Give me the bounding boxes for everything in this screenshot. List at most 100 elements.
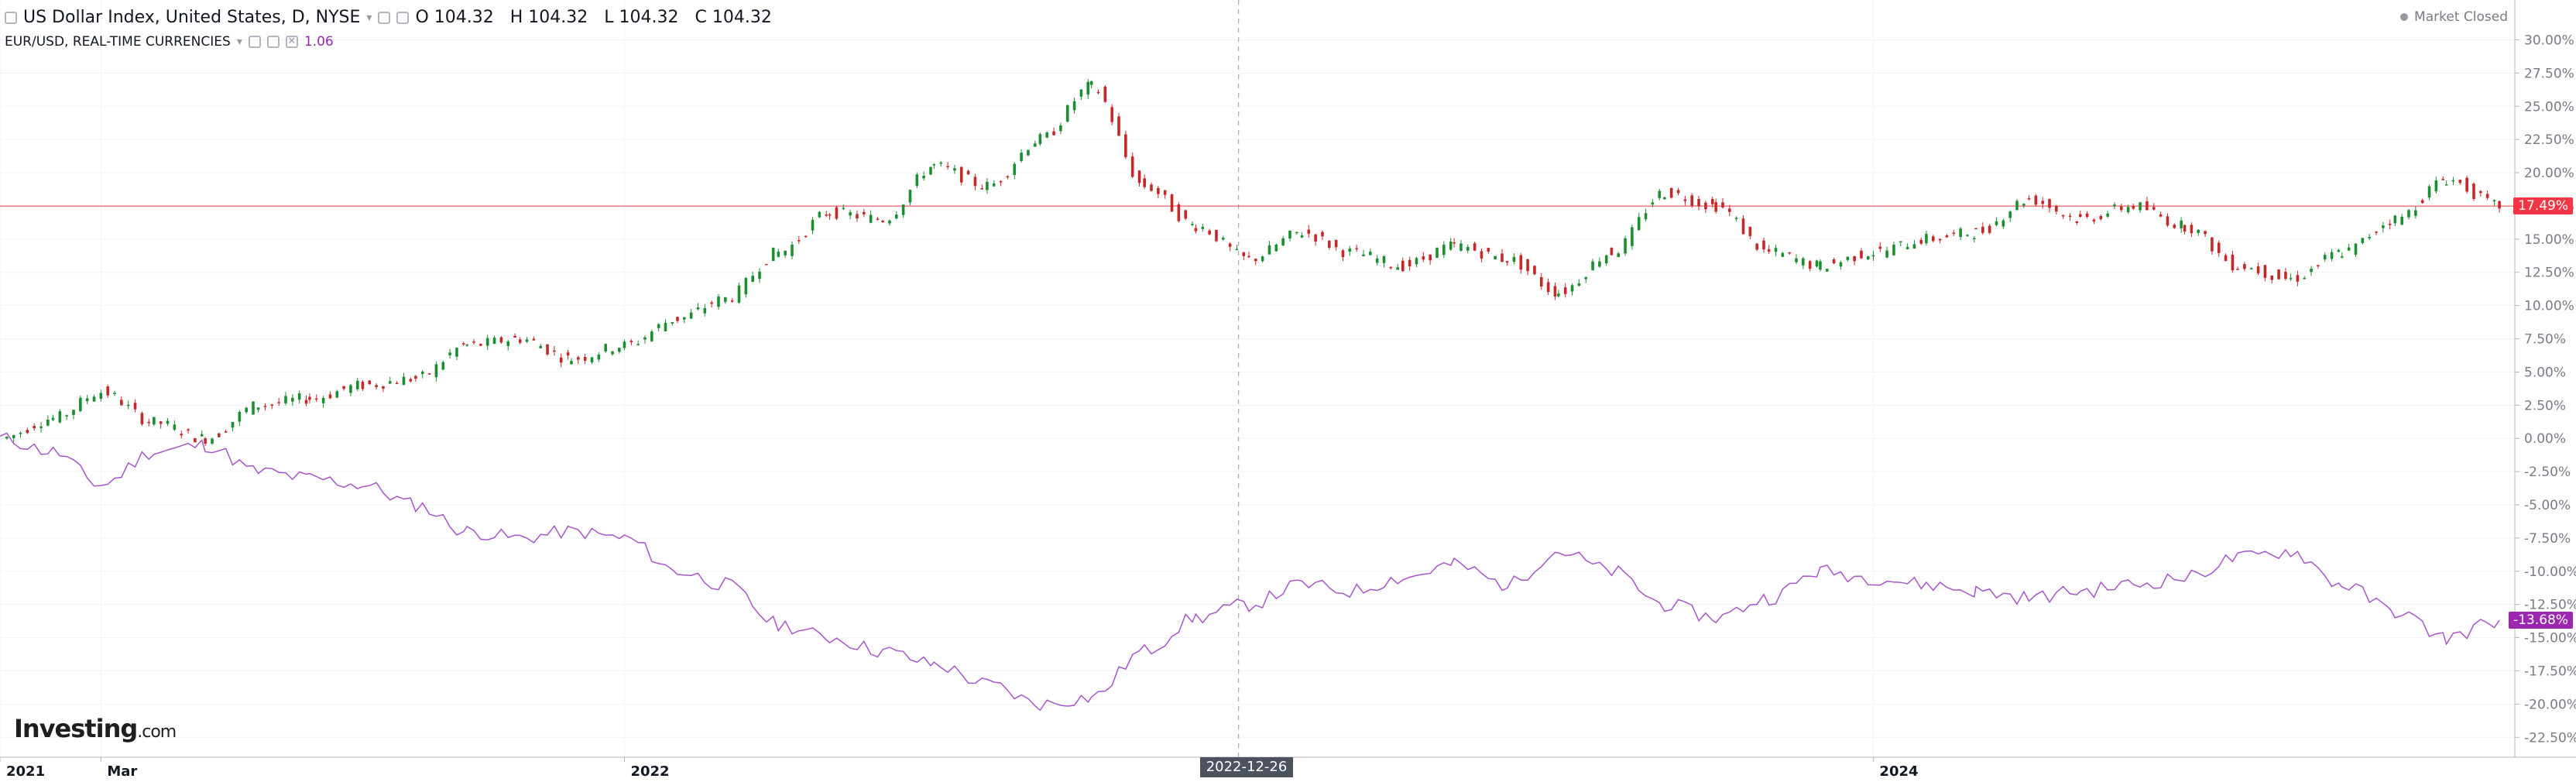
candle-body: [506, 341, 510, 346]
candle-body: [2270, 275, 2274, 280]
status-dot-icon: [2400, 13, 2409, 21]
candle-body: [894, 214, 898, 219]
settings-icon[interactable]: [266, 36, 280, 48]
visibility-toggle-icon[interactable]: [248, 36, 261, 48]
candle-body: [1006, 176, 1010, 178]
candle-body: [2310, 269, 2313, 273]
candle-body: [1422, 256, 1425, 260]
candle-body: [1453, 242, 1456, 244]
candle-body: [2061, 214, 2065, 217]
candle-body: [1959, 228, 1962, 238]
y-tick-label: -2.50%: [2524, 465, 2571, 480]
y-tick-label: -10.00%: [2524, 564, 2576, 580]
candle-body: [1988, 225, 1991, 233]
candle-body: [525, 339, 529, 342]
candle-body: [1974, 228, 1977, 230]
candle-body: [2008, 211, 2012, 218]
candle-body: [2092, 219, 2096, 222]
candle-body: [12, 434, 15, 438]
candle-body: [368, 380, 372, 385]
candle-body: [2256, 266, 2260, 274]
candle-body: [499, 337, 503, 343]
candle-body: [1415, 258, 1418, 265]
candle-body: [2485, 194, 2489, 198]
settings-icon[interactable]: [396, 11, 410, 24]
candle-body: [1348, 249, 1352, 252]
candle-body: [1878, 246, 1882, 249]
candle-body: [2388, 224, 2392, 225]
candle-body: [959, 166, 963, 183]
candle-body: [2498, 201, 2501, 209]
candle-body: [1369, 252, 1372, 256]
candle-body: [2132, 205, 2135, 209]
candle-body: [828, 214, 832, 216]
candle-body: [1860, 250, 1863, 259]
candle-body: [650, 331, 653, 341]
chevron-down-icon[interactable]: ▾: [236, 36, 242, 48]
candle-body: [559, 357, 563, 363]
candle-body: [382, 386, 385, 389]
candle-body: [2249, 268, 2253, 269]
candle-body: [932, 164, 936, 166]
collapse-legend-icon[interactable]: [5, 11, 17, 24]
compare-series-title[interactable]: EUR/USD, REAL-TIME CURRENCIES: [5, 34, 231, 50]
close-icon[interactable]: ✕: [285, 36, 298, 48]
y-tick-label: 15.00%: [2524, 232, 2574, 248]
candle-body: [2458, 180, 2462, 183]
candle-body: [2211, 237, 2214, 252]
candle-body: [388, 381, 392, 384]
candle-body: [1130, 156, 1134, 177]
candle-body: [1624, 238, 1627, 254]
candle-body: [869, 214, 873, 223]
candle-body: [1591, 261, 1594, 271]
candle-body: [328, 394, 332, 399]
y-tick-label: 0.00%: [2524, 431, 2566, 447]
visibility-toggle-icon[interactable]: [378, 11, 391, 24]
candle-body: [1065, 105, 1069, 122]
candle-body: [2444, 184, 2448, 186]
main-series-title[interactable]: US Dollar Index, United States, D, NYSE: [23, 8, 361, 27]
candle-body: [1981, 226, 1984, 233]
price-axis[interactable]: [2515, 0, 2576, 782]
candle-body: [1788, 252, 1791, 254]
candle-body: [153, 417, 156, 425]
candle-body: [65, 415, 68, 417]
compare-series-legend: EUR/USD, REAL-TIME CURRENCIES ▾ ✕ 1.06: [5, 34, 334, 50]
y-tick-label: 7.50%: [2524, 332, 2566, 348]
candle-body: [1795, 258, 1798, 262]
candle-body: [218, 433, 221, 437]
candle-body: [835, 207, 839, 219]
candle-body: [570, 361, 573, 365]
candle-body: [1460, 243, 1463, 251]
candle-body: [730, 300, 734, 302]
candle-body: [2368, 236, 2371, 238]
candle-body: [1389, 266, 1393, 269]
y-tick-label: 20.00%: [2524, 166, 2574, 181]
candle-body: [1382, 256, 1386, 263]
candle-body: [448, 352, 451, 355]
candle-body: [1143, 178, 1146, 187]
candle-body: [314, 398, 318, 400]
candle-body: [1631, 227, 1634, 246]
candle-body: [881, 221, 884, 222]
candle-body: [2492, 200, 2496, 202]
candle-body: [1617, 253, 1621, 257]
candle-body: [291, 397, 294, 402]
candle-body: [2407, 210, 2410, 218]
candle-body: [1295, 232, 1298, 234]
candle-body: [402, 376, 406, 386]
candle-body: [85, 398, 89, 402]
y-tick-label: 2.50%: [2524, 398, 2566, 413]
candle-body: [1663, 197, 1666, 200]
candle-body: [1802, 258, 1805, 266]
candle-body: [79, 397, 82, 412]
candle-body: [1925, 234, 1928, 244]
candle-body: [126, 404, 130, 406]
chevron-down-icon[interactable]: ▾: [366, 11, 372, 24]
candle-body: [1512, 256, 1516, 262]
candle-body: [1052, 131, 1055, 135]
candle-body: [1781, 252, 1785, 257]
candle-body: [643, 337, 647, 340]
candle-body: [744, 278, 748, 295]
